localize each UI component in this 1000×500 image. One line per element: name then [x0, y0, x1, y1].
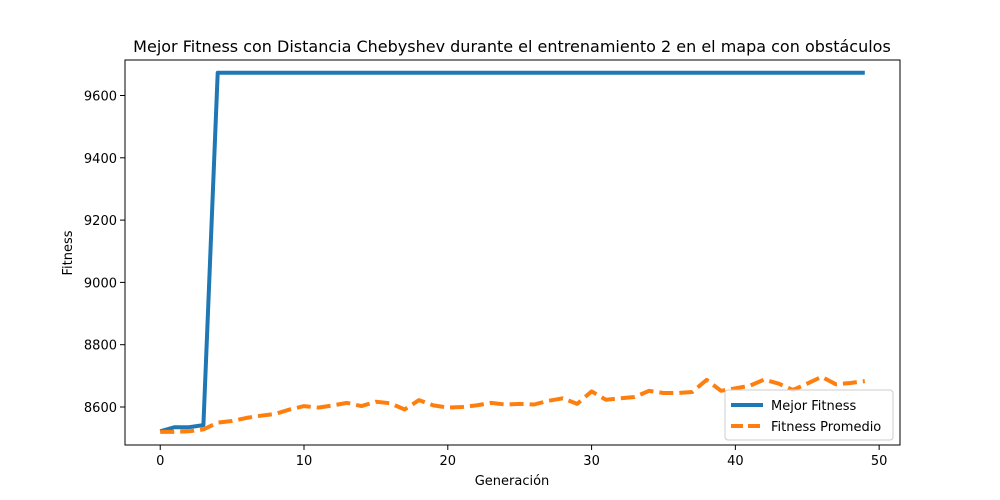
- y-tick-label: 8800: [84, 339, 117, 354]
- y-tick-label: 9000: [84, 276, 117, 291]
- y-tick-label: 9600: [84, 90, 117, 105]
- plot-area: [159, 70, 866, 434]
- series-line-fitness-promedio: [160, 374, 866, 434]
- y-tick-label: 9200: [84, 214, 117, 229]
- y-tick-label: 9400: [84, 152, 117, 167]
- x-tick-label: 20: [440, 454, 457, 469]
- series-line-mejor-fitness: [159, 70, 865, 434]
- legend-label-fitness-promedio: Fitness Promedio: [771, 420, 881, 435]
- y-tick-label: 8600: [84, 401, 117, 416]
- axes-frame: [124, 59, 901, 446]
- legend-frame: [724, 389, 894, 441]
- y-axis-label: Fitness: [61, 230, 76, 275]
- legend: Mejor Fitness Fitness Promedio: [724, 389, 894, 441]
- x-tick-label: 50: [871, 454, 888, 469]
- x-axis-label: Generación: [475, 474, 550, 489]
- legend-label-mejor-fitness: Mejor Fitness: [771, 399, 857, 414]
- x-tick-label: 40: [727, 454, 744, 469]
- x-tick-label: 0: [156, 454, 164, 469]
- chart-title: Mejor Fitness con Distancia Chebyshev du…: [133, 37, 891, 56]
- x-tick-label: 30: [583, 454, 600, 469]
- y-axis: 8600 8800 9000 9200 9400 9600: [84, 90, 125, 416]
- x-tick-label: 10: [296, 454, 313, 469]
- x-axis: 0 10 20 30 40 50: [156, 445, 887, 469]
